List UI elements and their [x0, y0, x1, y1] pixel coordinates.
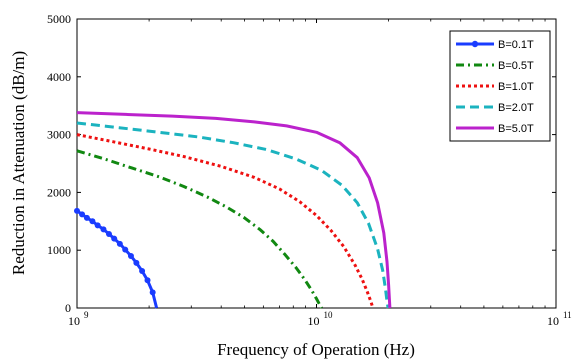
x-tick-label-exponent: 9: [84, 310, 89, 320]
series-line-b-2-0t: [76, 121, 390, 309]
series-line-b-0-5t: [76, 149, 323, 309]
x-tick-label-base: 10: [308, 314, 320, 328]
series-layer: [74, 111, 392, 309]
y-tick-label: 3000: [47, 128, 71, 142]
y-tick-label: 0: [65, 301, 71, 315]
x-tick-label-base: 10: [547, 314, 559, 328]
legend-swatch-marker: [471, 40, 479, 48]
legend-label: B=0.5T: [498, 60, 534, 72]
x-tick-label-base: 10: [68, 314, 80, 328]
y-axis-title: Reduction in Attenuation (dB/m): [9, 51, 28, 275]
series-point: [116, 240, 123, 247]
axis-ticks: 0 1000 2000 3000 4000 5000 10 9 10 10 10 11: [47, 12, 572, 328]
series-point: [144, 277, 151, 284]
series-point: [74, 207, 80, 214]
y-tick-label: 4000: [47, 70, 71, 84]
series-line-b-1-0t: [76, 133, 375, 309]
series-point: [79, 211, 86, 218]
series-point: [122, 246, 129, 253]
series-point: [83, 214, 90, 221]
series-point: [105, 231, 112, 238]
legend: B=0.1T B=0.5T B=1.0T B=2.0T B=5.0T: [449, 30, 551, 142]
legend-box: [449, 30, 551, 142]
series-point: [149, 289, 156, 296]
y-tick-label: 2000: [47, 185, 71, 199]
series-point: [133, 259, 140, 266]
x-tick-label-exponent: 11: [563, 310, 572, 320]
series-point: [139, 268, 146, 275]
series-line-b-0-1t: [76, 209, 159, 309]
series-point: [111, 235, 118, 242]
series-point: [89, 218, 96, 225]
series-point: [127, 252, 134, 259]
series-point: [100, 226, 107, 233]
y-tick-label: 5000: [47, 12, 71, 26]
x-axis-title: Frequency of Operation (Hz): [217, 340, 415, 359]
legend-label: B=0.1T: [498, 39, 534, 51]
series-line-b-5-0t: [76, 111, 392, 309]
legend-label: B=5.0T: [498, 123, 534, 135]
y-tick-label: 1000: [47, 243, 71, 257]
legend-label: B=1.0T: [498, 81, 534, 93]
legend-label: B=2.0T: [498, 102, 534, 114]
series-point: [94, 222, 101, 229]
x-tick-label-exponent: 10: [324, 310, 334, 320]
